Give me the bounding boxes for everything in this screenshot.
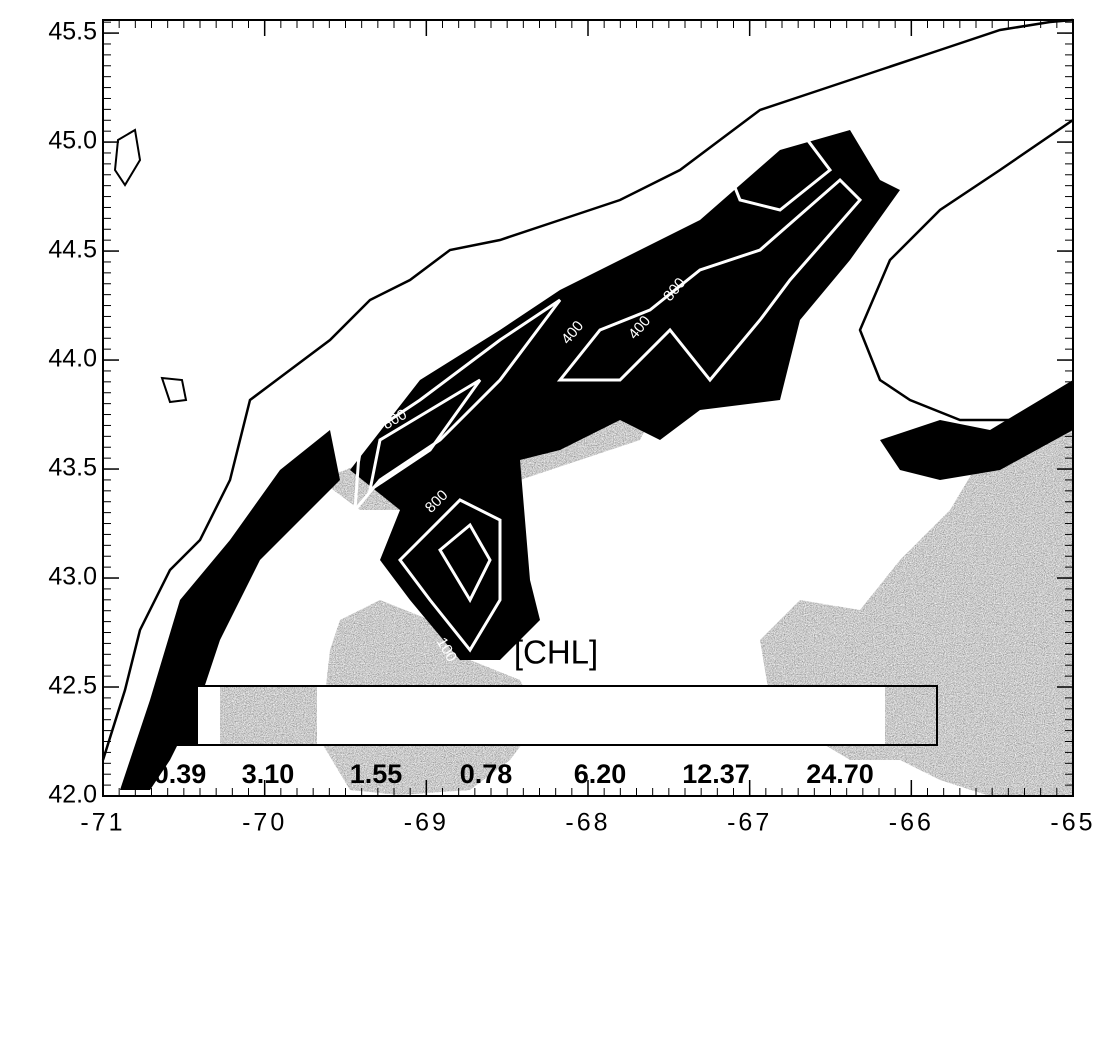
colorbar-label: 24.70 [806,759,874,789]
colorbar [159,685,938,746]
x-tick-label: -71 [80,809,125,837]
contour-line [556,177,863,383]
y-tick-label: 42.0 [48,781,97,809]
colorbar-labels: 0.39 3.10 1.55 0.78 6.20 12.37 24.70 [154,759,874,789]
colorbar-label: 1.55 [350,759,403,789]
colorbar-title: [CHL] [514,634,598,671]
coastline [101,18,1074,761]
colorbar-swatch [161,687,198,744]
x-tick-label: -70 [242,809,287,837]
colorbar-label: 0.39 [154,759,207,789]
colorbar-label: 12.37 [682,759,750,789]
x-tick-label: -68 [565,809,610,837]
contour-line [398,498,502,653]
map-area: 800 100 800 100 400 400 800 [101,18,1074,796]
y-tick-label: 43.0 [48,563,97,591]
chl-band [880,380,1073,480]
contour-line [438,522,492,604]
contours [353,128,863,653]
contour-label: 100 [347,436,368,464]
chl-band [350,130,900,660]
x-tick-label: -66 [889,809,934,837]
colorbar-label: 6.20 [574,759,627,789]
x-tick-label: -65 [1050,809,1095,837]
colorbar-label: 0.78 [460,759,513,789]
y-tick-label: 45.0 [48,127,97,155]
y-tick-label: 43.5 [48,454,97,482]
y-tick-label: 45.5 [48,18,97,46]
colorbar-label: 3.10 [242,759,295,789]
y-tick-label: 44.5 [48,236,97,264]
y-tick-label: 44.0 [48,345,97,373]
y-tick-label: 42.5 [48,672,97,700]
contour-line [367,378,482,494]
colorbar-swatch [220,687,317,744]
colorbar-swatch [885,687,936,744]
contour-line [717,128,833,212]
island [113,128,142,187]
island [160,376,188,404]
x-tick-label: -67 [727,809,772,837]
contour-line [353,298,562,515]
coastline [858,118,1074,422]
axes: -71 -70 -69 -68 -67 -66 -65 42.0 42.5 43.0 43.5 44.… [48,18,1095,837]
x-tick-label: -69 [404,809,449,837]
